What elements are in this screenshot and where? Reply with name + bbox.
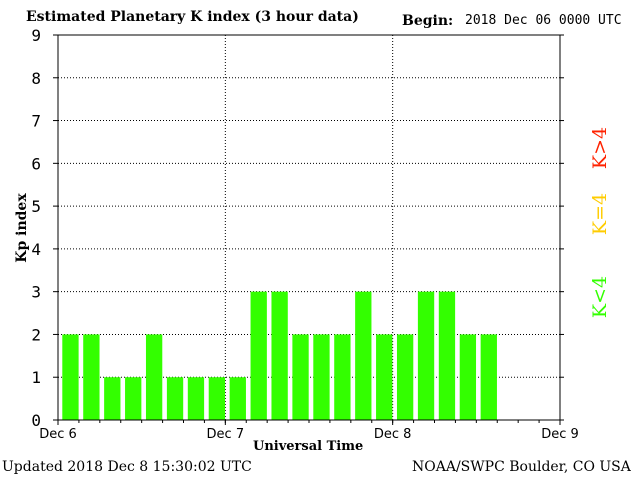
begin-label: Begin: xyxy=(402,13,454,29)
kp-bar xyxy=(313,334,330,420)
kp-bar xyxy=(229,377,246,420)
kp-bar xyxy=(376,334,393,420)
kp-bar xyxy=(396,334,414,420)
begin-date: 2018 Dec 06 0000 UTC xyxy=(465,13,622,28)
grid-layer xyxy=(58,34,560,420)
source-credit: NOAA/SWPC Boulder, CO USA xyxy=(412,459,631,475)
updated-timestamp: Updated 2018 Dec 8 15:30:02 UTC xyxy=(2,459,252,475)
bars-layer xyxy=(62,291,497,420)
y-axis-label: Kp index xyxy=(14,193,30,263)
y-tick-label: 1 xyxy=(31,368,41,387)
chart-title: Estimated Planetary K index (3 hour data… xyxy=(26,9,359,25)
kp-bar xyxy=(334,334,351,420)
kp-bar xyxy=(145,334,163,420)
y-tick-label: 8 xyxy=(31,69,41,88)
y-tick-label: 9 xyxy=(31,26,41,45)
legend-item-k-below-4: K<4 xyxy=(589,275,611,319)
legend-item-k-equal-4: K=4 xyxy=(589,192,611,236)
y-tick-label: 7 xyxy=(31,112,41,131)
kp-bar xyxy=(417,291,435,420)
y-tick-label: 4 xyxy=(31,240,41,259)
kp-bar xyxy=(166,377,184,420)
x-tick-label: Dec 7 xyxy=(207,427,245,442)
y-tick-label: 6 xyxy=(31,154,41,173)
kp-bar xyxy=(459,334,477,420)
kp-bar xyxy=(292,334,309,420)
y-tick-label: 5 xyxy=(31,197,41,216)
tick-labels-layer: 0 1 2 3 4 5 6 7 8 9 Dec 6 Dec 7 Dec 8 Dec 9 xyxy=(31,26,578,442)
kp-bar xyxy=(187,377,205,420)
kp-bar xyxy=(83,334,100,420)
axes-layer xyxy=(53,34,564,425)
x-axis-label: Universal Time xyxy=(253,439,364,454)
y-tick-label: 0 xyxy=(31,411,41,430)
y-tick-label: 2 xyxy=(31,325,41,344)
x-tick-label: Dec 8 xyxy=(374,427,412,442)
kp-bar xyxy=(125,377,142,420)
kp-bar xyxy=(271,291,288,420)
kp-bar xyxy=(208,377,226,420)
kp-bar xyxy=(480,334,497,420)
legend-item-k-above-4: K>4 xyxy=(589,126,611,170)
kp-bar xyxy=(438,291,456,420)
y-tick-label: 3 xyxy=(31,283,41,302)
kp-bar xyxy=(62,334,79,420)
x-tick-label: Dec 9 xyxy=(541,427,579,442)
x-tick-label: Dec 6 xyxy=(39,427,77,442)
kp-bar xyxy=(355,291,372,420)
kp-bar xyxy=(104,377,121,420)
kp-bar xyxy=(250,291,267,420)
